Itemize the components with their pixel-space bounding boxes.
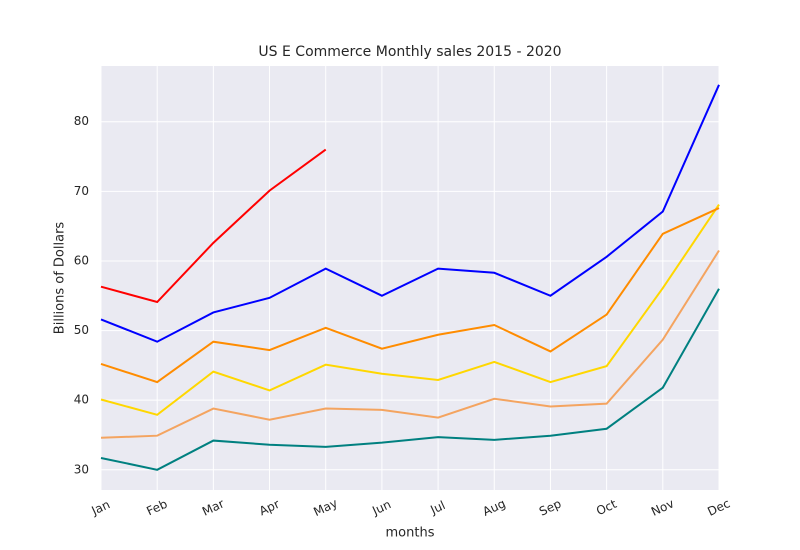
plot-area [101,66,719,490]
y-tick-label: 60 [74,253,89,267]
x-tick-label: May [311,496,339,519]
x-tick-label: Oct [594,497,619,519]
x-tick-label: Apr [257,497,282,518]
x-tick-label: Nov [649,496,676,519]
series-line [100,148,327,304]
x-tick-label: Mar [200,496,226,518]
y-axis-label: Billions of Dollars [53,222,68,335]
series-line [100,249,720,439]
series-line [100,207,720,384]
x-tick-label: Dec [705,496,732,519]
series-line [100,288,720,471]
x-tick-label: Aug [480,496,507,519]
x-tick-label: Jan [89,497,113,518]
y-tick-label: 50 [74,323,89,337]
x-tick-label: Jul [427,498,447,517]
y-tick-label: 70 [74,184,89,198]
y-tick-label: 30 [74,462,89,476]
x-axis-label: months [386,526,435,541]
series-line [100,84,720,343]
x-tick-label: Sep [537,496,563,518]
x-tick-label: Jun [369,497,393,518]
chart-title: US E Commerce Monthly sales 2015 - 2020 [258,44,561,60]
series-line [100,203,720,416]
x-tick-label: Feb [144,497,169,519]
y-tick-label: 40 [74,393,89,407]
y-tick-label: 80 [74,114,89,128]
